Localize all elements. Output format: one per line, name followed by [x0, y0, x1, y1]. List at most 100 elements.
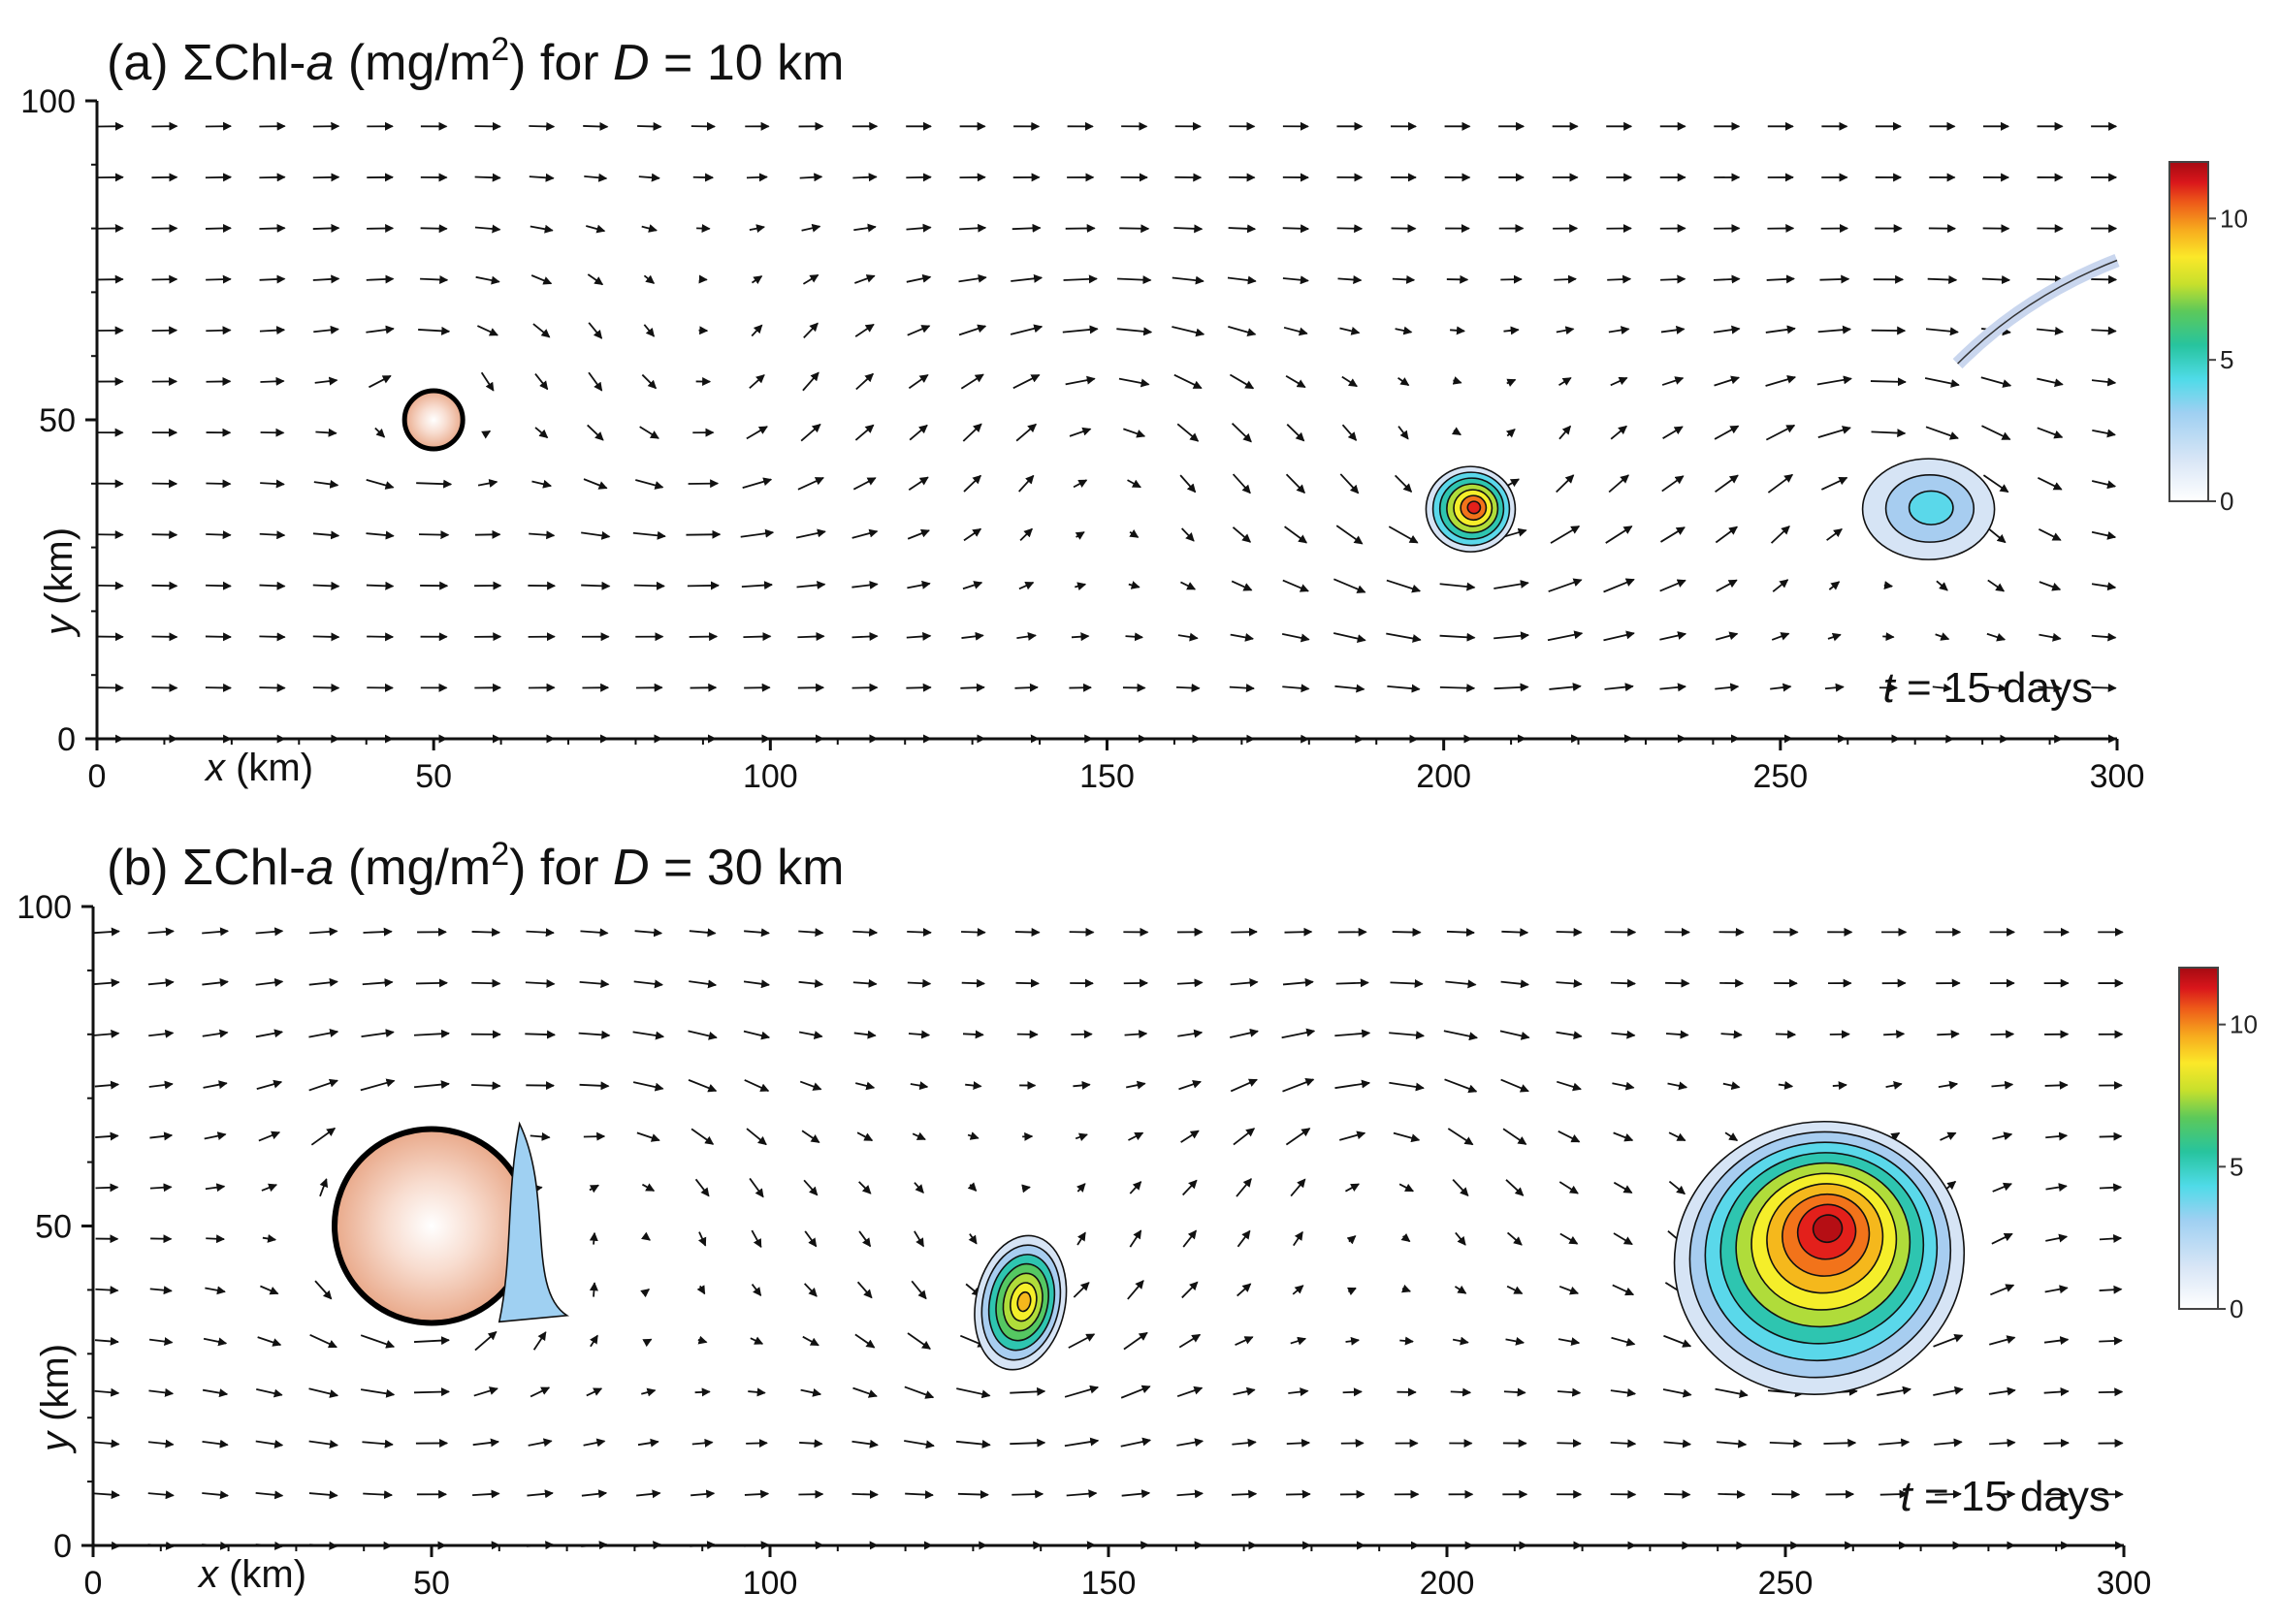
panel-b-x-tick-label: 150: [1081, 1565, 1137, 1602]
panel-a-vector-arrow: [1556, 326, 1575, 335]
panel-b-vector-arrow: [2099, 1131, 2123, 1141]
panel-b-vector-arrow: [1076, 1183, 1086, 1193]
panel-b-vector-arrow: [1064, 1437, 1100, 1448]
panel-a-vector-arrow: [1119, 224, 1150, 234]
panel-b-vector-arrow: [1393, 1131, 1421, 1143]
panel-a-vector-arrow: [1333, 578, 1366, 593]
panel-a-vector-arrow: [1819, 274, 1850, 284]
panel-a-vector-arrow: [908, 373, 929, 390]
panel-b-vector-arrow: [1346, 1235, 1357, 1245]
panel-b-vector-arrow: [94, 978, 120, 988]
panel-b-vector-arrow: [1935, 1489, 1962, 1499]
panel-a-vector-arrow: [852, 173, 878, 182]
panel-b-vector-arrow: [1506, 1285, 1524, 1294]
panel-b-vector-arrow: [688, 1079, 718, 1093]
panel-b-vector-arrow: [956, 1387, 991, 1399]
panel-a-vector-arrow: [315, 428, 337, 437]
panel-a-vector-arrow: [1661, 376, 1685, 386]
panel-a-vector-arrow: [1285, 374, 1306, 389]
panel-b-vector-arrow: [858, 1181, 872, 1194]
panel-b-vector-arrow: [1447, 1128, 1474, 1146]
panel-b-vector-arrow: [1345, 1336, 1361, 1346]
panel-a-vector-arrow: [534, 373, 549, 391]
panel-a-vector-arrow: [2091, 530, 2117, 540]
panel-b-chl-lee-patch: [498, 1121, 570, 1323]
panel-b-vector-arrow: [308, 1029, 339, 1038]
panel-a-vector-arrow: [743, 632, 772, 642]
panel-a-vector-arrow: [854, 424, 875, 441]
panel-a-vector-arrow: [481, 430, 492, 439]
panel-a-vector-arrow: [906, 173, 932, 182]
panel-a-vector-arrow: [908, 476, 929, 492]
panel-a-vector-arrow: [1927, 275, 1958, 284]
panel-a-vector-arrow: [2039, 632, 2062, 642]
panel-a-vector-arrow: [801, 223, 821, 233]
panel-b-vector-arrow: [798, 1031, 823, 1039]
panel-b-vector-arrow: [1181, 1281, 1199, 1299]
panel-a-vector-arrow: [1765, 374, 1797, 387]
panel-b-vector-arrow: [690, 1128, 715, 1145]
panel-b-vector-arrow: [1290, 1178, 1306, 1197]
panel-b-vector-arrow: [856, 1281, 873, 1299]
panel-b-vector-arrow: [94, 1080, 120, 1090]
panel-a-vector-arrow: [643, 324, 656, 337]
panel-a-vector-arrow: [1883, 581, 1894, 589]
panel-a-vector-arrow: [1177, 632, 1199, 642]
panel-b-vector-arrow: [413, 1387, 450, 1397]
panel-a-vector-arrow: [1012, 223, 1042, 233]
panel-b-vector-arrow: [413, 1029, 450, 1038]
panel-b-vector-arrow: [319, 1178, 329, 1197]
panel-a-vector-arrow: [795, 528, 826, 539]
panel-a-vector-arrow: [1935, 632, 1950, 641]
panel-b-vector-arrow: [1282, 977, 1314, 987]
panel-a-vector-arrow: [2037, 326, 2065, 335]
panel-b-vector-arrow: [1015, 978, 1040, 988]
panel-a-vector-arrow: [2038, 684, 2063, 693]
panel-a-vector-arrow: [205, 632, 232, 642]
panel-b-vector-arrow: [633, 979, 664, 989]
panel-a-vector-arrow: [1828, 581, 1841, 590]
panel-b-vector-arrow: [262, 1234, 277, 1243]
panel-a-vector-arrow: [1452, 376, 1462, 385]
panel-a-vector-arrow: [1065, 375, 1096, 386]
panel-a-vector-arrow: [1117, 275, 1152, 285]
panel-b-vector-arrow: [1610, 1388, 1637, 1397]
panel-a-vector-arrow: [1282, 275, 1309, 285]
panel-b-vector-arrow: [2043, 1336, 2070, 1346]
panel-b-time-label: t = 15 days: [1901, 1473, 2111, 1520]
panel-a-vector-arrow: [746, 426, 768, 440]
panel-b-vector-arrow: [471, 928, 501, 938]
panel-b-vector-arrow: [1556, 978, 1583, 988]
panel-a-vector-arrow: [588, 322, 603, 339]
panel-a-vector-arrow: [1180, 581, 1197, 590]
panel-a-chlorophyll-contours: [401, 253, 2120, 560]
panel-b-vector-arrow: [1282, 1078, 1315, 1093]
panel-a-y-tick-label: 50: [39, 402, 76, 439]
panel-b-vector-arrow: [749, 1177, 764, 1198]
panel-a-vector-arrow: [1605, 525, 1633, 544]
panel-a-vector-arrow: [1439, 582, 1476, 591]
panel-b-vector-arrow: [853, 1030, 877, 1039]
panel-a-vector-arrow: [1394, 474, 1413, 493]
panel-a-vector-arrow: [641, 224, 658, 233]
panel-b-vector-arrow: [689, 928, 717, 938]
panel-a-vector-arrow: [420, 274, 449, 284]
panel-a-vector-arrow: [1548, 578, 1583, 592]
panel-b-vector-arrow: [2099, 1233, 2123, 1243]
panel-b-vector-arrow: [858, 1230, 872, 1248]
panel-b-vector-arrow: [2045, 1131, 2069, 1141]
panel-b-vector-arrow: [1499, 1030, 1530, 1040]
panel-a-colorbar-tick-label: 5: [2220, 345, 2233, 374]
panel-b-vector-arrow: [2045, 1233, 2069, 1243]
panel-a-vector-arrow: [1770, 525, 1790, 544]
panel-b-vector-arrow: [261, 1183, 277, 1193]
panel-b-vector-arrow: [95, 1183, 119, 1193]
panel-b-vector-arrow: [528, 1438, 553, 1448]
panel-a-vector-arrow: [1817, 426, 1851, 438]
panel-a-vector-arrow: [418, 530, 450, 540]
panel-b-vector-arrow: [578, 1030, 611, 1039]
panel-b-vector-arrow: [641, 1183, 656, 1192]
panel-a-vector-arrow: [1397, 426, 1409, 440]
panel-b-vector-arrow: [360, 1388, 396, 1398]
